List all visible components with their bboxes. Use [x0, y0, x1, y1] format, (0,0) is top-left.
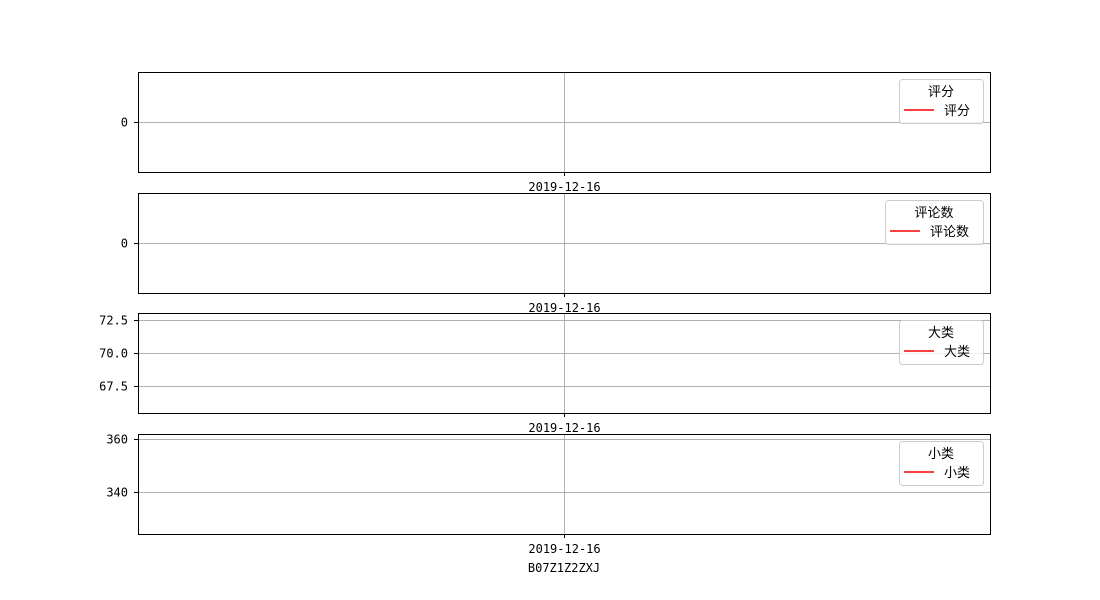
- x-tick-label: 2019-12-16: [528, 180, 600, 194]
- legend-label: 小类: [944, 466, 970, 481]
- x-axis-label: B07Z1Z2ZXJ: [528, 561, 600, 575]
- legend-box: [885, 200, 984, 245]
- y-tick-label: 360: [106, 433, 128, 447]
- legend-label: 评分: [944, 104, 970, 119]
- legend-box: [899, 441, 984, 486]
- y-tick-label: 72.5: [99, 314, 128, 328]
- legend-title: 大类: [928, 326, 954, 341]
- legend-title: 评论数: [914, 206, 953, 221]
- x-tick-label: 2019-12-16: [528, 542, 600, 556]
- legend-title: 评分: [928, 85, 954, 100]
- x-tick-label: 2019-12-16: [528, 421, 600, 435]
- legend-label: 评论数: [930, 225, 969, 240]
- legend-label: 大类: [944, 345, 970, 360]
- legend-box: [899, 320, 984, 365]
- y-tick-label: 70.0: [99, 347, 128, 361]
- x-tick-label: 2019-12-16: [528, 301, 600, 315]
- y-tick-label: 0: [121, 116, 128, 130]
- legend-title: 小类: [928, 447, 954, 462]
- y-tick-label: 340: [106, 486, 128, 500]
- y-tick-label: 67.5: [99, 380, 128, 394]
- legend-box: [899, 79, 984, 124]
- y-tick-label: 0: [121, 237, 128, 251]
